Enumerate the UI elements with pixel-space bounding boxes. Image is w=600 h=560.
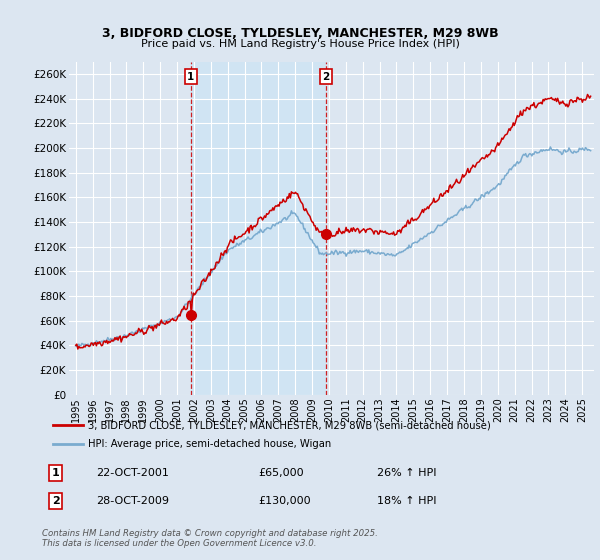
- Text: 1: 1: [187, 72, 194, 82]
- Text: Contains HM Land Registry data © Crown copyright and database right 2025.
This d: Contains HM Land Registry data © Crown c…: [42, 529, 378, 548]
- Text: 3, BIDFORD CLOSE, TYLDESLEY, MANCHESTER, M29 8WB (semi-detached house): 3, BIDFORD CLOSE, TYLDESLEY, MANCHESTER,…: [88, 420, 491, 430]
- Text: 22-OCT-2001: 22-OCT-2001: [96, 468, 169, 478]
- Text: 1: 1: [52, 468, 59, 478]
- Text: 2: 2: [322, 72, 329, 82]
- Text: HPI: Average price, semi-detached house, Wigan: HPI: Average price, semi-detached house,…: [88, 439, 331, 449]
- Text: 18% ↑ HPI: 18% ↑ HPI: [377, 496, 436, 506]
- Bar: [191, 62, 326, 395]
- Text: 3, BIDFORD CLOSE, TYLDESLEY, MANCHESTER, M29 8WB: 3, BIDFORD CLOSE, TYLDESLEY, MANCHESTER,…: [101, 27, 499, 40]
- Text: £65,000: £65,000: [258, 468, 304, 478]
- Text: 2: 2: [52, 496, 59, 506]
- Text: 28-OCT-2009: 28-OCT-2009: [96, 496, 169, 506]
- Text: 26% ↑ HPI: 26% ↑ HPI: [377, 468, 436, 478]
- Text: Price paid vs. HM Land Registry's House Price Index (HPI): Price paid vs. HM Land Registry's House …: [140, 39, 460, 49]
- Text: £130,000: £130,000: [258, 496, 311, 506]
